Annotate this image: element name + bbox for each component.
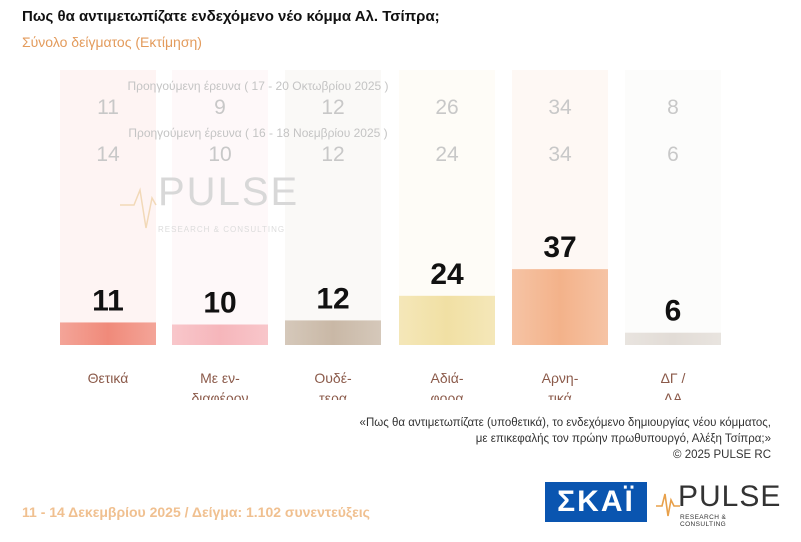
data-label: 6 xyxy=(665,295,682,328)
chart-title: Πως θα αντιμετωπίζατε ενδεχόμενο νέο κόμ… xyxy=(22,8,440,25)
pulse-logo-text: PULSE xyxy=(678,480,782,513)
quote-line-1: «Πως θα αντιμετωπίζατε (υποθετικά), το ε… xyxy=(359,417,771,429)
bar xyxy=(625,332,721,345)
data-label: 24 xyxy=(430,258,464,291)
previous-value: 14 xyxy=(96,143,120,166)
category-label: ΔΓ / xyxy=(661,370,686,386)
pulse-logo-subtext: RESEARCH & CONSULTING xyxy=(680,514,727,528)
copyright: © 2025 PULSE RC xyxy=(673,449,771,461)
previous-value: 8 xyxy=(667,96,679,119)
question-quote: «Πως θα αντιμετωπίζατε (υποθετικά), το ε… xyxy=(360,415,771,463)
chart-subtitle: Σύνολο δείγματος (Εκτίμηση) xyxy=(22,34,202,50)
bar-chart: PULSE RESEARCH & CONSULTING Προηγούμενη έ… xyxy=(60,70,721,400)
category-label: φορα xyxy=(431,390,464,400)
previous-value: 12 xyxy=(321,96,344,119)
category-label: Με εν- xyxy=(200,370,240,386)
previous-value: 11 xyxy=(97,96,119,119)
quote-line-2: με επικεφαλής τον πρώην πρωθυπουργό, Αλέ… xyxy=(475,433,771,445)
background-column xyxy=(60,70,156,345)
previous-value: 24 xyxy=(435,143,459,166)
pulse-watermark: PULSE RESEARCH & CONSULTING xyxy=(120,170,299,234)
category-label: τικά xyxy=(548,390,572,400)
bar xyxy=(172,324,268,345)
bar xyxy=(60,322,156,345)
previous-value: 34 xyxy=(548,96,572,119)
category-label: τερα xyxy=(319,390,347,400)
background-column xyxy=(285,70,381,345)
previous-survey-label: Προηγούμενη έρευνα ( 17 - 20 Οκτωβρίου 2… xyxy=(128,79,389,93)
watermark-text: PULSE xyxy=(158,170,299,214)
watermark-wave-icon xyxy=(120,187,157,229)
background-column xyxy=(172,70,268,345)
pulse-wave-icon xyxy=(656,493,680,517)
data-label: 12 xyxy=(316,282,349,315)
previous-value: 26 xyxy=(435,96,458,119)
data-label: 37 xyxy=(543,231,576,264)
previous-value: 12 xyxy=(321,143,344,166)
previous-value: 6 xyxy=(667,143,679,166)
previous-survey-label: Προηγούμενη έρευνα ( 16 - 18 Νοεμβρίου 2… xyxy=(128,126,387,140)
category-label: Αδιά- xyxy=(431,370,464,386)
skai-logo: ΣΚΑΪ xyxy=(545,482,647,522)
data-label: 10 xyxy=(203,287,236,320)
watermark-subtext: RESEARCH & CONSULTING xyxy=(158,225,285,234)
category-label: διαφέρον xyxy=(191,390,248,400)
previous-value: 34 xyxy=(548,143,572,166)
previous-value: 10 xyxy=(208,143,231,166)
bar xyxy=(285,320,381,345)
category-label: Ουδέ- xyxy=(314,370,352,386)
data-label: 11 xyxy=(92,284,124,317)
previous-value: 9 xyxy=(214,96,226,119)
category-label: Θετικά xyxy=(88,370,129,386)
pulse-logo: PULSE RESEARCH & CONSULTING xyxy=(656,480,780,528)
bar xyxy=(399,295,495,345)
survey-footer: 11 - 14 Δεκεμβρίου 2025 / Δείγμα: 1.102 … xyxy=(22,504,370,520)
background-column xyxy=(625,70,721,345)
bar xyxy=(512,269,608,345)
category-label: Αρνη- xyxy=(542,370,579,386)
category-label: ΔΑ xyxy=(664,390,683,400)
